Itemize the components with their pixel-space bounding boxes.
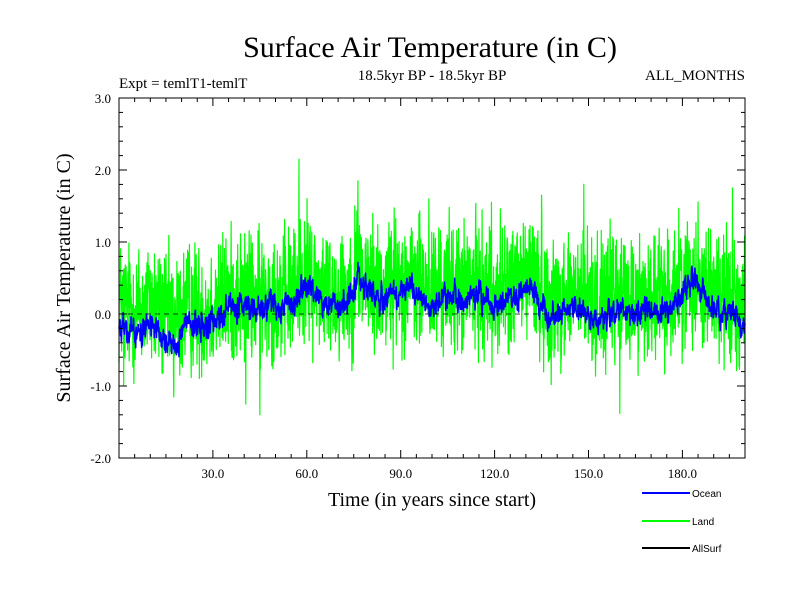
legend-label-allsurf: AllSurf [692, 544, 722, 555]
x-axis-label: Time (in years since start) [328, 489, 536, 511]
x-tick-label: 90.0 [389, 466, 412, 481]
series-line-land [118, 158, 746, 416]
x-tick-label: 60.0 [295, 466, 318, 481]
plot-area [118, 158, 746, 416]
y-tick-label: 0.0 [95, 307, 111, 322]
months-label: ALL_MONTHS [645, 68, 745, 84]
y-axis-label: Surface Air Temperature (in C) [53, 153, 75, 402]
x-tick-label: 180.0 [668, 466, 697, 481]
experiment-label: Expt = temlT1-temlT [119, 76, 247, 92]
y-tick-label: -1.0 [90, 379, 111, 394]
x-tick-label: 120.0 [480, 466, 509, 481]
y-tick-label: 1.0 [95, 235, 111, 250]
x-tick-label: 150.0 [574, 466, 603, 481]
y-tick-label: 3.0 [95, 91, 111, 106]
legend-label-ocean: Ocean [692, 489, 721, 500]
y-tick-label: -2.0 [90, 451, 111, 466]
legend-label-land: Land [692, 517, 714, 528]
chart-title: Surface Air Temperature (in C) [243, 31, 617, 64]
axes: 30.0 60.0 90.0 120.0 150.0 180.0 -2.0 -1.0 0.0 1.… [90, 91, 746, 481]
series-line-ocean [118, 261, 746, 358]
x-tick-label: 30.0 [202, 466, 225, 481]
legend: Ocean Land AllSurf [642, 489, 722, 555]
period-label: 18.5kyr BP - 18.5kyr BP [358, 68, 507, 84]
y-tick-label: 2.0 [95, 163, 111, 178]
